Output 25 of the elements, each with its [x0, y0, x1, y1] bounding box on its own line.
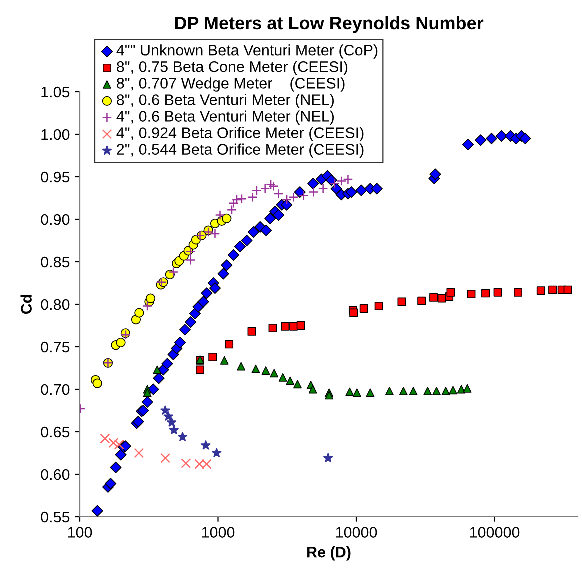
x-axis-title: Re (D) — [308, 546, 351, 561]
legend-label: 2", 0.544 Beta Orifice Meter (CEESI) — [117, 144, 364, 158]
x-tick-label: 1000 — [202, 527, 235, 538]
legend-label: 4", 0.924 Beta Orifice Meter (CEESI) — [116, 127, 364, 142]
legend-label: 8", 0.75 Beta Cone Meter (CEESI) — [117, 61, 348, 76]
y-tick-label: 0.55 — [41, 512, 70, 523]
y-tick-label: 0.90 — [41, 214, 70, 226]
y-tick-label: 0.60 — [41, 469, 70, 480]
y-tick-label: 1.05 — [42, 86, 70, 98]
y-tick-label: 0.85 — [41, 256, 70, 268]
x-tick-label: 100 — [68, 527, 92, 538]
legend-label: 4"" Unknown Beta Venturi Meter (CoP) — [116, 44, 378, 59]
y-tick-label: 1.00 — [42, 129, 70, 140]
x-tick-label: 100000 — [470, 527, 520, 538]
y-tick-label: 0.80 — [41, 299, 70, 310]
legend-label: 8", 0.707 Wedge Meter (CEESI) — [117, 78, 345, 92]
y-tick-label: 0.65 — [41, 426, 70, 438]
y-tick-label: 0.70 — [41, 384, 70, 396]
x-tick-label: 10000 — [336, 527, 378, 538]
y-axis-title: Cd — [20, 295, 32, 314]
chart-title: DP Meters at Low Reynolds Number — [175, 16, 484, 34]
legend-label: 8", 0.6 Beta Venturi Meter (NEL) — [117, 94, 334, 108]
legend-label: 4", 0.6 Beta Venturi Meter (NEL) — [116, 110, 334, 125]
y-tick-label: 0.95 — [41, 172, 70, 183]
y-tick-label: 0.75 — [41, 342, 70, 353]
